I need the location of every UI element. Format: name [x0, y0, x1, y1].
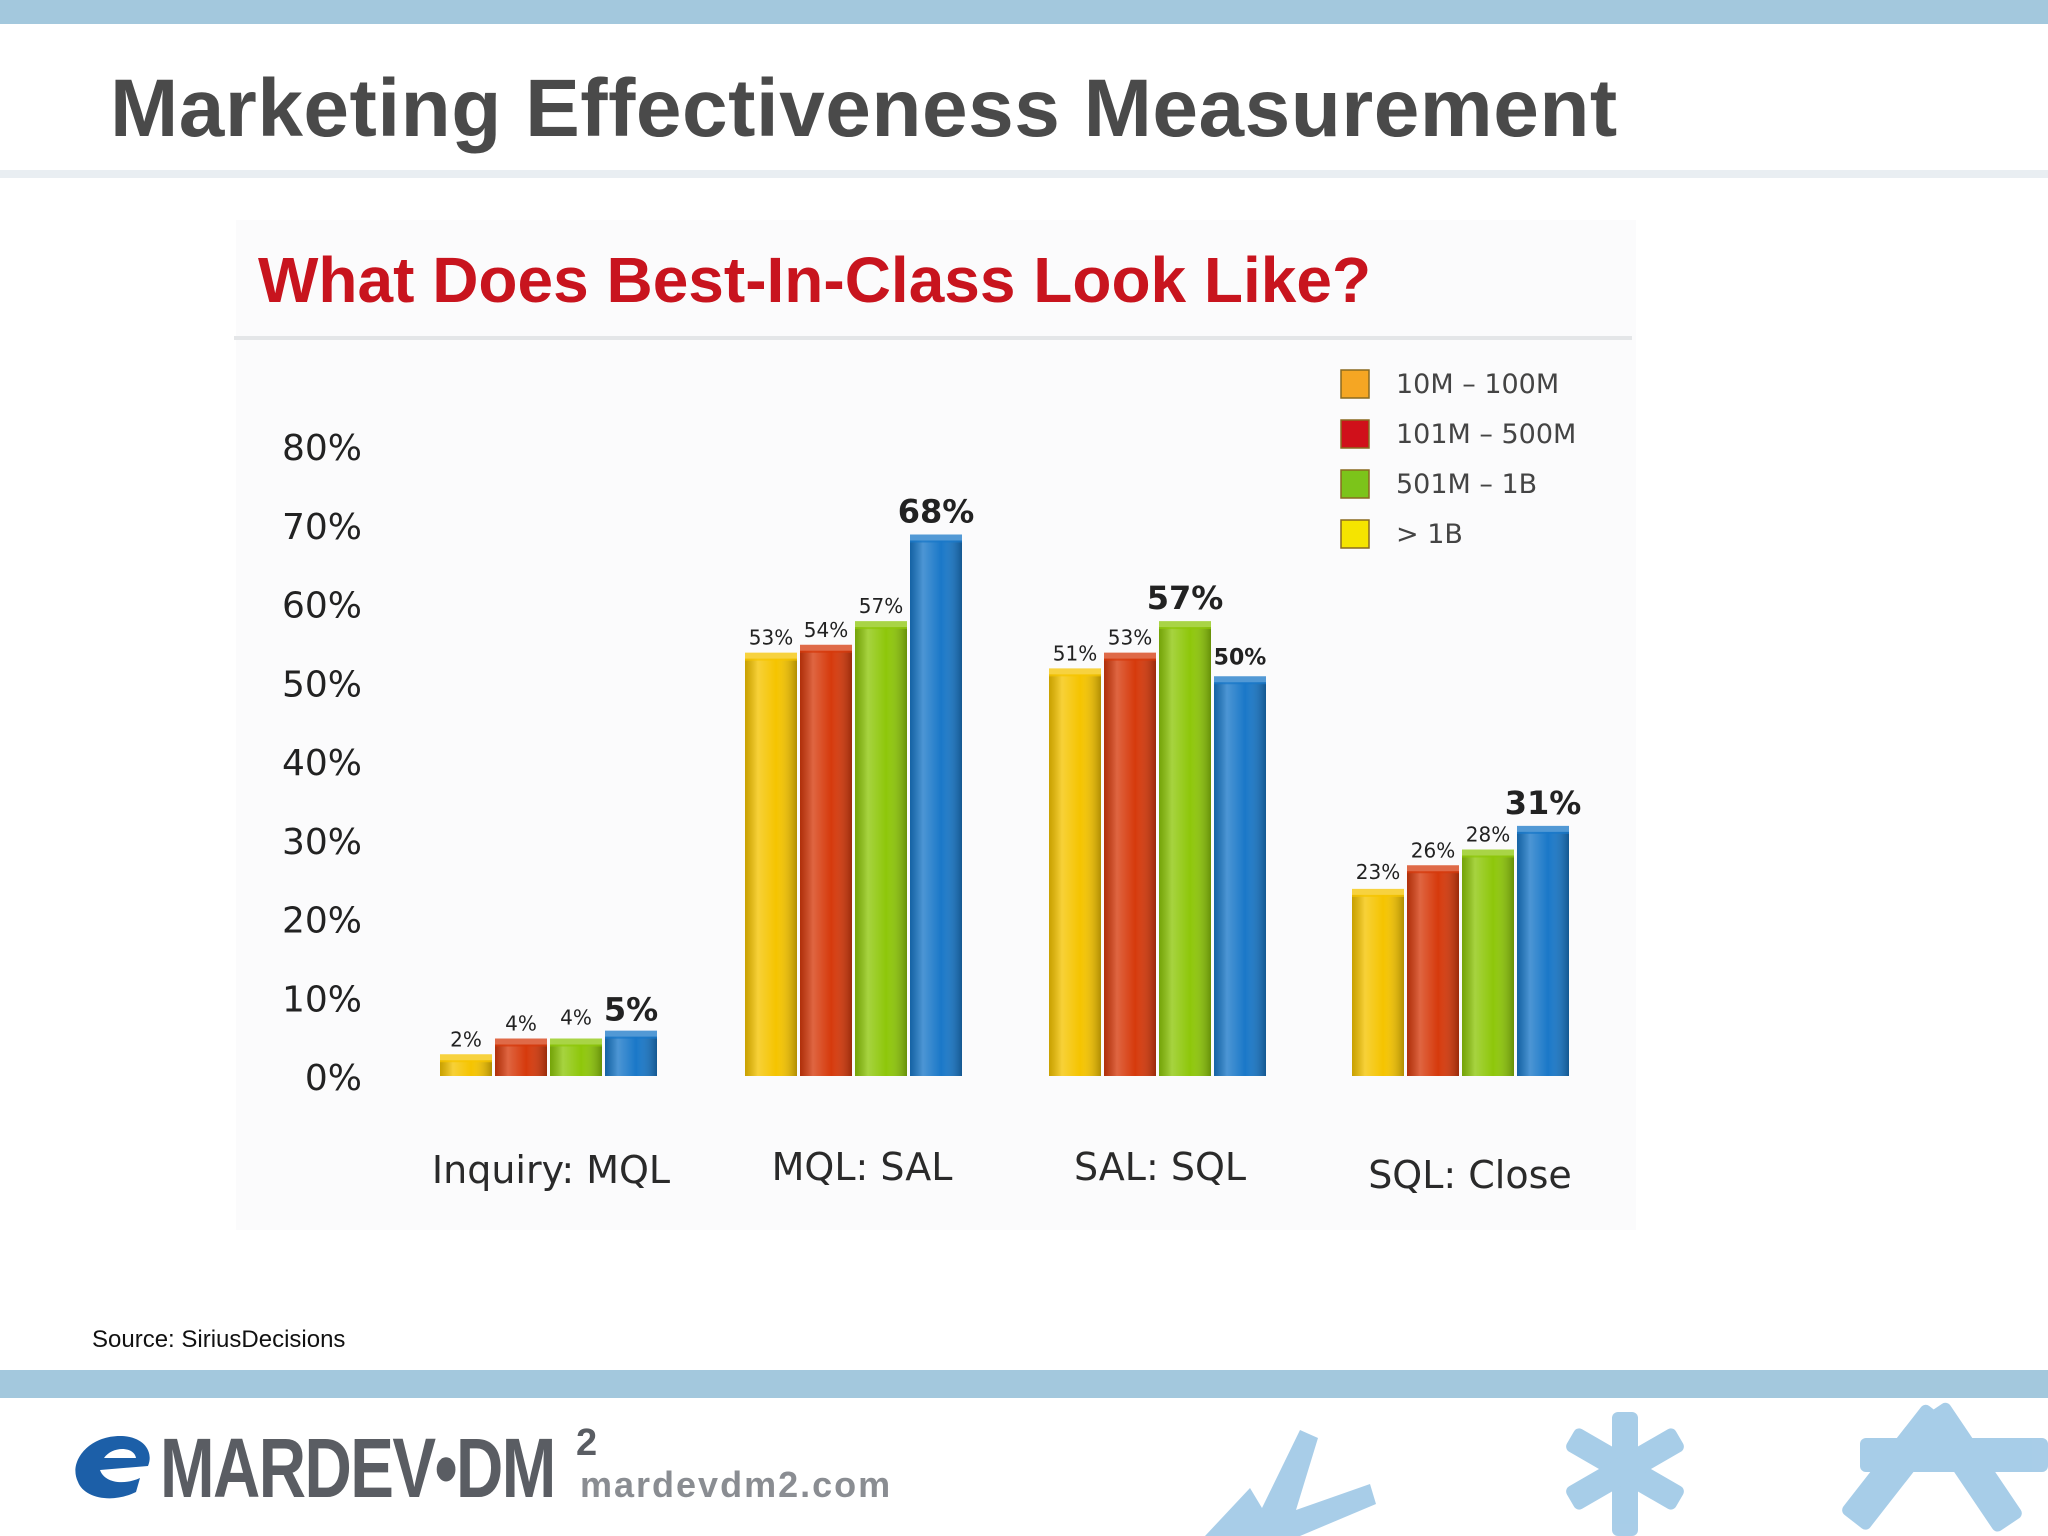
- slide-title: Marketing Effectiveness Measurement: [110, 63, 1618, 154]
- bar-cap: [910, 534, 962, 543]
- data-label: 23%: [1356, 860, 1400, 884]
- snowflake-decoration-icon: [1205, 1402, 2048, 1536]
- bar-cap: [1214, 676, 1266, 685]
- bar-cap: [1352, 888, 1404, 897]
- bar-shading: [800, 650, 852, 1076]
- legend-label: 501M – 1B: [1396, 469, 1537, 500]
- data-label: 4%: [505, 1012, 537, 1036]
- data-label: 57%: [1147, 579, 1224, 617]
- y-axis: 0% 10% 20% 30% 40% 50% 60% 70% 80%: [282, 428, 362, 1099]
- legend-swatch: [1340, 519, 1370, 549]
- y-tick-label: 0%: [305, 1058, 362, 1099]
- bar-shading: [1517, 831, 1569, 1076]
- bar-cap: [1159, 621, 1211, 630]
- legend-label: > 1B: [1396, 519, 1463, 550]
- bar-shading: [1462, 855, 1514, 1076]
- data-label: 2%: [450, 1027, 482, 1051]
- bar-shading: [1352, 894, 1404, 1076]
- logo-superscript: 2: [576, 1422, 598, 1464]
- bar-cap: [1407, 865, 1459, 874]
- website-link[interactable]: mardevdm2.com: [580, 1464, 893, 1505]
- bottom-accent-band: [0, 1370, 2048, 1398]
- title-divider: [0, 170, 2048, 178]
- data-label: 54%: [804, 618, 848, 642]
- bar-shading: [1104, 658, 1156, 1076]
- top-accent-band: [0, 0, 2048, 24]
- y-tick-label: 20%: [282, 901, 362, 942]
- bar-shading: [910, 540, 962, 1076]
- logo-swoosh-icon: [75, 1436, 150, 1499]
- logo-wordmark: MARDEV•DM: [160, 1421, 556, 1515]
- data-label: 26%: [1411, 838, 1455, 862]
- bar-cap: [550, 1038, 602, 1047]
- bar-cap: [1104, 652, 1156, 661]
- data-label: 28%: [1466, 823, 1510, 847]
- y-tick-label: 80%: [282, 428, 362, 469]
- x-category-label: SQL: Close: [1368, 1153, 1572, 1197]
- x-category-label: SAL: SQL: [1074, 1145, 1246, 1189]
- data-label: 31%: [1505, 784, 1582, 822]
- legend-label: 10M – 100M: [1396, 369, 1559, 400]
- bar-shading: [745, 658, 797, 1076]
- legend-swatch: [1340, 419, 1370, 449]
- bar-cap: [1049, 668, 1101, 677]
- y-tick-label: 60%: [282, 586, 362, 627]
- data-label: 53%: [1108, 626, 1152, 650]
- data-labels: 2% 4% 4% 5% 53% 54% 57% 68% 51% 53% 57% 50% 23% 26% 28…: [450, 493, 1581, 1052]
- y-tick-label: 30%: [282, 822, 362, 863]
- bar-cap: [855, 621, 907, 630]
- bar-shading: [605, 1036, 657, 1076]
- data-label: 68%: [898, 493, 975, 531]
- data-label: 5%: [604, 991, 658, 1029]
- data-label: 50%: [1214, 645, 1267, 670]
- bar-shading: [1159, 627, 1211, 1076]
- footer: MARDEV•DM 2 mardevdm2.com: [0, 1398, 2048, 1536]
- bar-shading: [495, 1044, 547, 1076]
- data-label: 57%: [859, 594, 903, 618]
- bars: [440, 534, 1569, 1076]
- x-axis: Inquiry: MQL MQL: SAL SAL: SQL SQL: Close: [432, 1145, 1572, 1197]
- chart-title: What Does Best-In-Class Look Like?: [258, 244, 1371, 316]
- bar-shading: [1214, 682, 1266, 1076]
- legend-label: 101M – 500M: [1396, 419, 1576, 450]
- legend-swatch: [1340, 469, 1370, 499]
- bar-shading: [440, 1060, 492, 1076]
- bar-shading: [1407, 871, 1459, 1076]
- y-tick-label: 50%: [282, 664, 362, 705]
- y-tick-label: 40%: [282, 743, 362, 784]
- bar-cap: [745, 652, 797, 661]
- bar-cap: [1517, 825, 1569, 834]
- bar-cap: [1462, 849, 1514, 858]
- bar-cap: [495, 1038, 547, 1047]
- legend-swatch: [1340, 369, 1370, 399]
- data-label: 53%: [749, 626, 793, 650]
- data-label: 51%: [1053, 641, 1097, 665]
- data-label: 4%: [560, 1006, 592, 1030]
- bar-cap: [800, 644, 852, 653]
- bar-shading: [1049, 674, 1101, 1076]
- y-tick-label: 10%: [282, 979, 362, 1020]
- x-category-label: Inquiry: MQL: [432, 1148, 670, 1192]
- source-note: Source: SiriusDecisions: [92, 1326, 346, 1353]
- legend: 10M – 100M 101M – 500M 501M – 1B > 1B: [1340, 369, 1576, 550]
- bar-cap: [440, 1054, 492, 1063]
- bar-shading: [550, 1044, 602, 1076]
- y-tick-label: 70%: [282, 507, 362, 548]
- bar-chart: What Does Best-In-Class Look Like? 0% 10%…: [234, 244, 1632, 1197]
- bar-cap: [605, 1030, 657, 1039]
- x-category-label: MQL: SAL: [772, 1145, 953, 1189]
- bar-shading: [855, 627, 907, 1076]
